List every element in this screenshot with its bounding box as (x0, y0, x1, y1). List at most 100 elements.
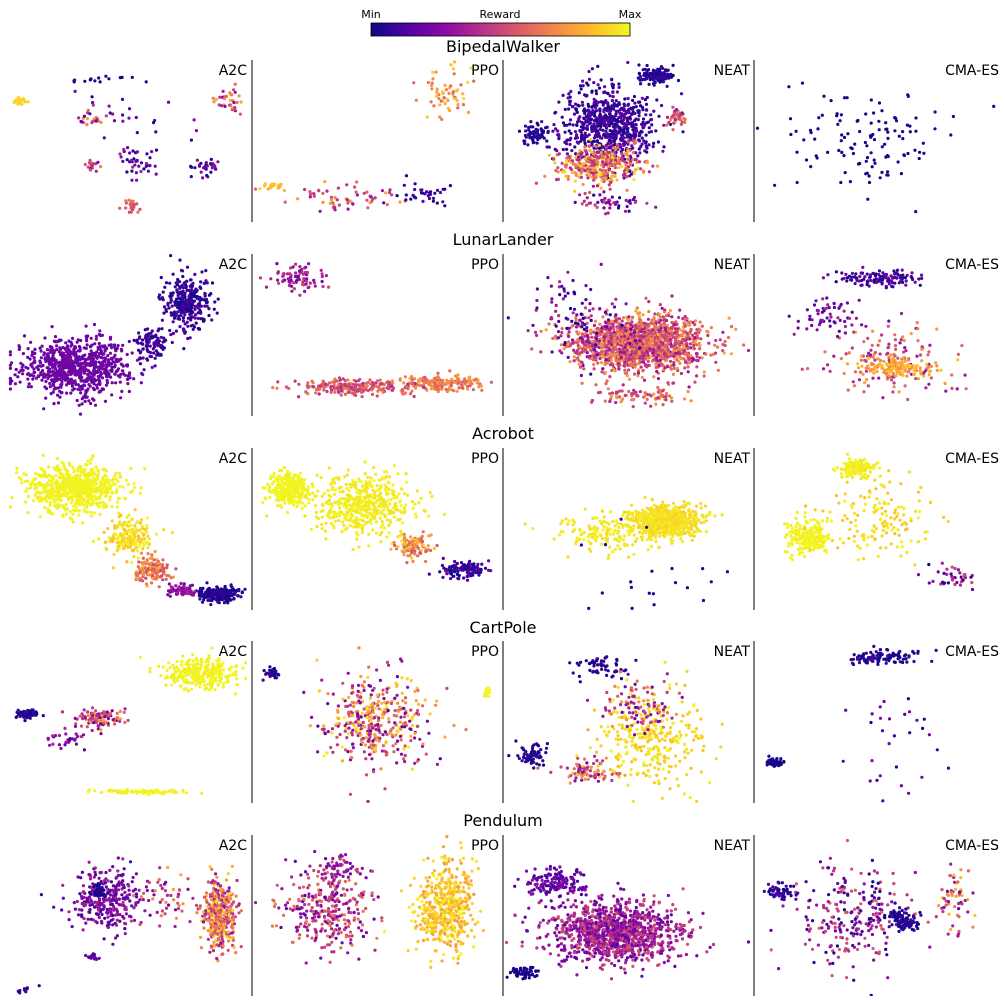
data-point (277, 282, 280, 285)
data-point (195, 129, 198, 132)
colorbar-min-label: Min (361, 8, 381, 21)
data-point (20, 103, 23, 106)
data-point (669, 338, 672, 341)
data-point (51, 355, 54, 358)
data-point (864, 141, 867, 144)
data-point (620, 165, 623, 168)
data-point (182, 306, 185, 309)
data-point (27, 385, 30, 388)
data-point (618, 103, 621, 106)
data-point (84, 389, 87, 392)
data-point (672, 74, 675, 77)
data-point (99, 165, 102, 168)
data-point (99, 374, 102, 377)
data-point (588, 156, 591, 159)
data-point (576, 111, 579, 114)
data-point (674, 118, 677, 121)
data-point (121, 160, 124, 163)
data-point (592, 140, 595, 143)
data-point (689, 330, 692, 333)
data-point (55, 348, 58, 351)
data-point (183, 295, 186, 298)
data-point (193, 118, 196, 121)
data-point (641, 97, 644, 100)
data-point (188, 293, 191, 296)
data-point (287, 387, 290, 390)
data-point (609, 188, 612, 191)
data-point (325, 190, 328, 193)
data-point (113, 345, 116, 348)
data-point (647, 300, 650, 303)
data-point (670, 368, 673, 371)
data-point (325, 274, 328, 277)
data-point (680, 372, 683, 375)
data-point (646, 64, 649, 67)
data-point (646, 96, 649, 99)
data-point (588, 145, 591, 148)
data-point (93, 323, 96, 326)
data-point (596, 173, 599, 176)
data-point (133, 339, 136, 342)
data-point (657, 348, 660, 351)
data-point (840, 133, 843, 136)
data-point (444, 102, 447, 105)
data-point (573, 113, 576, 116)
data-point (663, 321, 666, 324)
data-point (633, 112, 636, 115)
data-point (347, 208, 350, 211)
data-point (595, 145, 598, 148)
data-point (139, 351, 142, 354)
data-point (387, 387, 390, 390)
data-point (175, 330, 178, 333)
data-point (887, 174, 890, 177)
data-point (653, 84, 656, 87)
data-point (634, 351, 637, 354)
data-point (370, 388, 373, 391)
data-point (597, 101, 600, 104)
data-point (692, 347, 695, 350)
data-point (577, 347, 580, 350)
data-point (610, 119, 613, 122)
data-point (602, 110, 605, 113)
data-point (530, 347, 533, 350)
data-point (576, 120, 579, 123)
data-point (592, 185, 595, 188)
data-point (54, 335, 57, 338)
data-point (661, 150, 664, 153)
data-point (676, 111, 679, 114)
data-point (93, 372, 96, 375)
data-point (617, 120, 620, 123)
data-point (665, 124, 668, 127)
data-point (842, 154, 845, 157)
data-point (658, 321, 661, 324)
data-point (455, 381, 458, 384)
data-point (76, 371, 79, 374)
data-point (527, 329, 530, 332)
data-point (157, 327, 160, 330)
data-point (683, 366, 686, 369)
data-point (102, 345, 105, 348)
data-point (161, 345, 164, 348)
data-point (271, 386, 274, 389)
data-point (348, 385, 351, 388)
data-point (449, 63, 452, 66)
data-point (853, 143, 856, 146)
data-point (638, 359, 641, 362)
data-point (581, 332, 584, 335)
data-point (98, 329, 101, 332)
data-point (714, 339, 717, 342)
data-point (603, 197, 606, 200)
data-point (330, 385, 333, 388)
data-point (599, 128, 602, 131)
data-point (858, 130, 861, 133)
data-point (627, 110, 630, 113)
data-point (213, 300, 216, 303)
data-point (844, 171, 847, 174)
data-point (531, 125, 534, 128)
data-point (66, 364, 69, 367)
data-point (866, 198, 869, 201)
data-point (578, 158, 581, 161)
data-point (641, 313, 644, 316)
data-point (363, 192, 366, 195)
data-point (610, 153, 613, 156)
